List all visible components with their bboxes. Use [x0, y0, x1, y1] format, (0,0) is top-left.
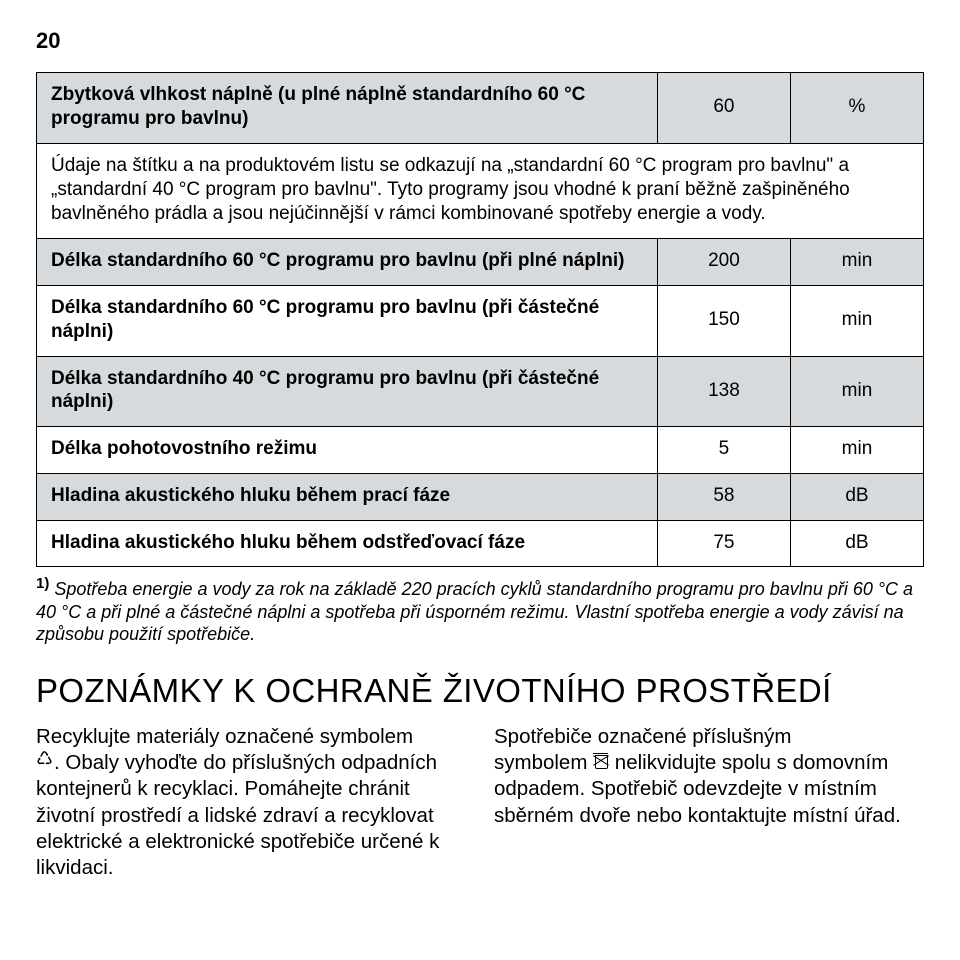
spec-tbody: Zbytková vlhkost náplně (u plné náplně s… [37, 73, 924, 567]
row-label: Délka standardního 60 °C programu pro ba… [37, 239, 658, 286]
table-row: Délka standardního 40 °C programu pro ba… [37, 356, 924, 427]
table-row: Hladina akustického hluku během odstřeďo… [37, 520, 924, 567]
row-label: Zbytková vlhkost náplně (u plné náplně s… [37, 73, 658, 144]
row-label: Délka standardního 40 °C programu pro ba… [37, 356, 658, 427]
row-unit: min [790, 356, 923, 427]
left-p2: . Obaly vyhoďte do příslušných odpadních… [36, 751, 439, 879]
row-label: Hladina akustického hluku během prací fá… [37, 473, 658, 520]
row-label: Délka pohotovostního režimu [37, 427, 658, 474]
right-column: Spotřebiče označené příslušným symbolem … [494, 724, 924, 881]
row-value: 60 [657, 73, 790, 144]
table-row: Údaje na štítku a na produktovém listu s… [37, 143, 924, 239]
row-value: 58 [657, 473, 790, 520]
section-heading: POZNÁMKY K OCHRANĚ ŽIVOTNÍHO PROSTŘEDÍ [36, 672, 924, 710]
recycle-icon [36, 753, 54, 771]
row-value: 75 [657, 520, 790, 567]
footnote-text: Spotřeba energie a vody za rok na základ… [36, 579, 913, 644]
row-label: Údaje na štítku a na produktovém listu s… [37, 143, 924, 239]
right-p1: Spotřebiče označené příslušným [494, 725, 791, 748]
row-unit: min [790, 427, 923, 474]
row-unit: dB [790, 473, 923, 520]
table-row: Zbytková vlhkost náplně (u plné náplně s… [37, 73, 924, 144]
footnote-marker: 1) [36, 575, 49, 592]
two-column-text: Recyklujte materiály označené symbolem .… [36, 724, 924, 881]
table-row: Délka standardního 60 °C programu pro ba… [37, 239, 924, 286]
row-value: 150 [657, 286, 790, 357]
row-label: Délka standardního 60 °C programu pro ba… [37, 286, 658, 357]
row-unit: min [790, 286, 923, 357]
table-row: Hladina akustického hluku během prací fá… [37, 473, 924, 520]
row-value: 138 [657, 356, 790, 427]
row-unit: min [790, 239, 923, 286]
right-p2a: symbolem [494, 751, 593, 774]
table-row: Délka standardního 60 °C programu pro ba… [37, 286, 924, 357]
manual-page: 20 Zbytková vlhkost náplně (u plné nápln… [0, 0, 960, 901]
row-value: 200 [657, 239, 790, 286]
row-unit: dB [790, 520, 923, 567]
footnote: 1) Spotřeba energie a vody za rok na zák… [36, 575, 924, 646]
page-number: 20 [36, 28, 924, 54]
left-p1: Recyklujte materiály označené symbolem [36, 725, 413, 748]
crossed-bin-icon [593, 753, 609, 771]
table-row: Délka pohotovostního režimu5min [37, 427, 924, 474]
left-column: Recyklujte materiály označené symbolem .… [36, 724, 466, 881]
row-value: 5 [657, 427, 790, 474]
row-label: Hladina akustického hluku během odstřeďo… [37, 520, 658, 567]
row-unit: % [790, 73, 923, 144]
specification-table: Zbytková vlhkost náplně (u plné náplně s… [36, 72, 924, 567]
